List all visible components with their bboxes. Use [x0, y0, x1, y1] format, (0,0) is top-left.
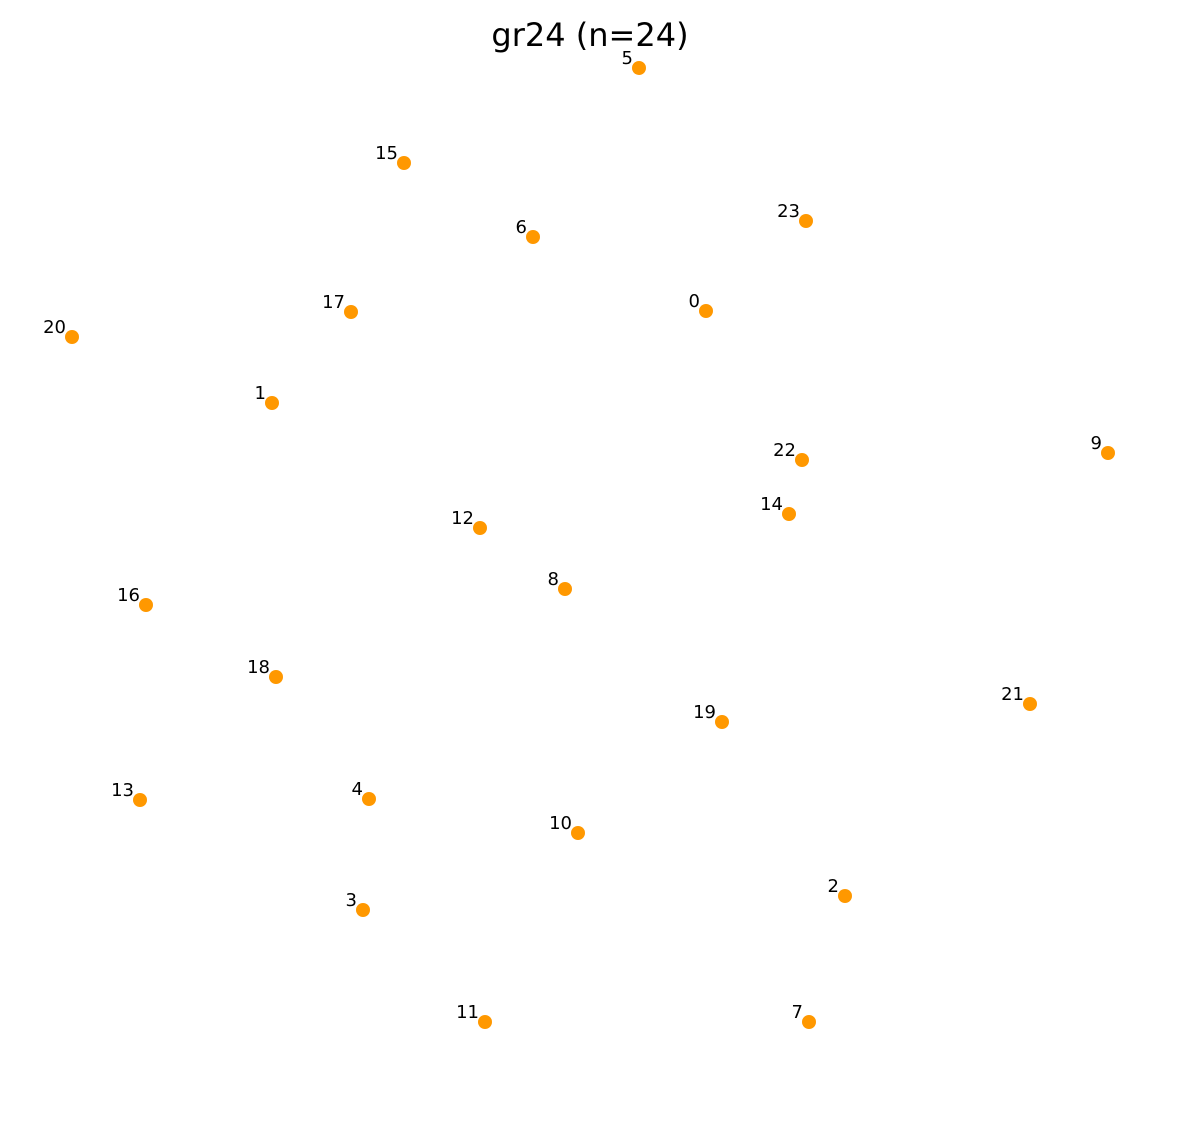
node-point-6 — [526, 230, 540, 244]
node-label-0: 0 — [689, 291, 700, 312]
node-label-8: 8 — [548, 569, 559, 590]
node-point-9 — [1101, 446, 1115, 460]
node-label-14: 14 — [760, 494, 783, 515]
node-point-18 — [269, 670, 283, 684]
node-label-23: 23 — [777, 201, 800, 222]
node-point-23 — [799, 214, 813, 228]
node-point-11 — [478, 1015, 492, 1029]
node-label-13: 13 — [111, 780, 134, 801]
node-point-22 — [795, 453, 809, 467]
node-point-12 — [473, 521, 487, 535]
node-point-1 — [265, 396, 279, 410]
node-point-16 — [139, 598, 153, 612]
node-label-21: 21 — [1001, 684, 1024, 705]
node-point-13 — [133, 793, 147, 807]
node-label-19: 19 — [693, 702, 716, 723]
points-layer — [65, 61, 1115, 1029]
node-point-19 — [715, 715, 729, 729]
node-label-3: 3 — [346, 890, 357, 911]
node-label-4: 4 — [352, 779, 363, 800]
node-point-4 — [362, 792, 376, 806]
node-label-1: 1 — [255, 383, 266, 404]
node-point-3 — [356, 903, 370, 917]
node-label-15: 15 — [375, 143, 398, 164]
node-point-15 — [397, 156, 411, 170]
node-point-5 — [632, 61, 646, 75]
node-label-17: 17 — [322, 292, 345, 313]
node-label-20: 20 — [43, 317, 66, 338]
node-label-10: 10 — [549, 813, 572, 834]
node-label-6: 6 — [516, 217, 527, 238]
node-label-9: 9 — [1091, 433, 1102, 454]
node-label-18: 18 — [247, 657, 270, 678]
node-point-2 — [838, 889, 852, 903]
node-point-17 — [344, 305, 358, 319]
node-label-7: 7 — [792, 1002, 803, 1023]
node-point-8 — [558, 582, 572, 596]
node-point-14 — [782, 507, 796, 521]
node-point-21 — [1023, 697, 1037, 711]
node-label-16: 16 — [117, 585, 140, 606]
node-point-0 — [699, 304, 713, 318]
node-label-5: 5 — [622, 48, 633, 69]
node-label-2: 2 — [828, 876, 839, 897]
node-label-22: 22 — [773, 440, 796, 461]
node-point-10 — [571, 826, 585, 840]
node-label-12: 12 — [451, 508, 474, 529]
node-point-20 — [65, 330, 79, 344]
node-point-7 — [802, 1015, 816, 1029]
chart-title: gr24 (n=24) — [491, 16, 688, 54]
node-label-11: 11 — [456, 1002, 479, 1023]
